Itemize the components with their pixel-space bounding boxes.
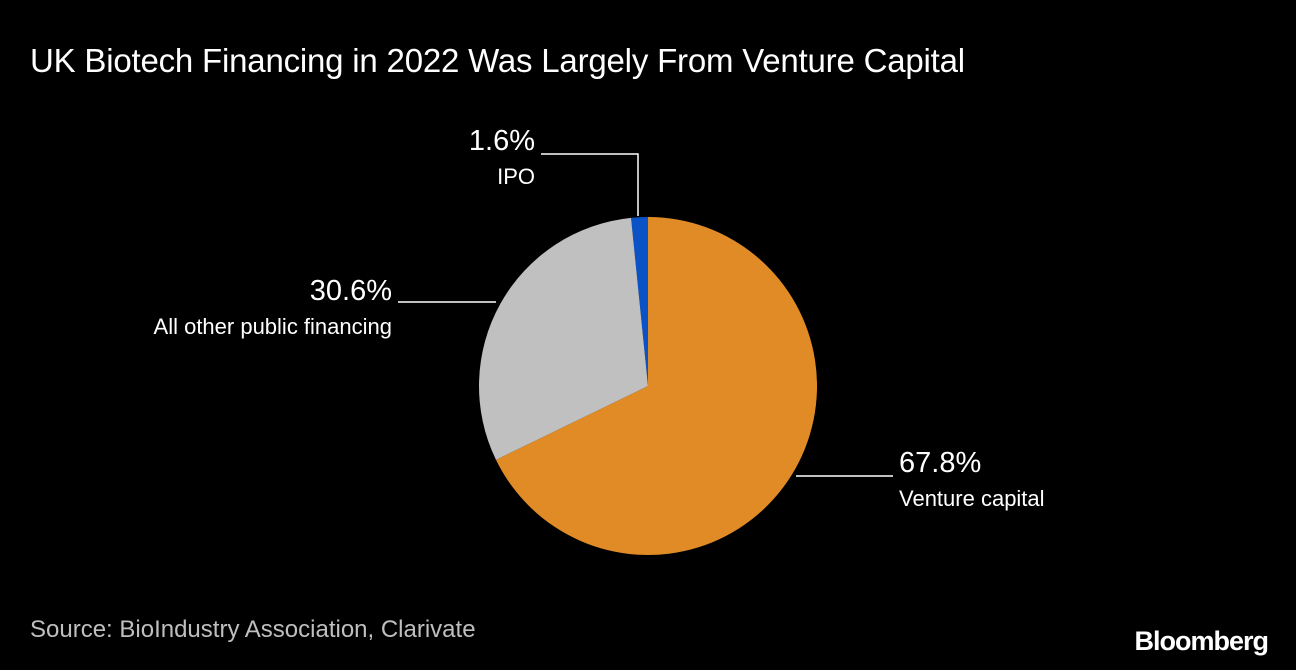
venture-capital-percent: 67.8% [899, 447, 981, 479]
label-venture-capital: 67.8% Venture capital [796, 447, 1045, 511]
bloomberg-logo: Bloomberg [1134, 626, 1269, 656]
leader-line-ipo [541, 153, 639, 216]
pie-slices [478, 216, 818, 555]
other-public-percent: 30.6% [310, 275, 392, 307]
ipo-label: IPO [497, 164, 535, 189]
pie-slice-venture-capital [496, 216, 818, 555]
venture-capital-label: Venture capital [899, 486, 1045, 511]
chart-title: UK Biotech Financing in 2022 Was Largely… [30, 42, 965, 79]
pie-slice-ipo [631, 216, 648, 386]
label-other-public: 30.6% All other public financing [154, 275, 496, 339]
label-ipo: 1.6% IPO [469, 125, 639, 216]
ipo-percent: 1.6% [469, 125, 535, 157]
source-note: Source: BioIndustry Association, Clariva… [30, 616, 476, 643]
other-public-label: All other public financing [154, 314, 392, 339]
pie-slice-all-other-public-financing [478, 217, 648, 460]
